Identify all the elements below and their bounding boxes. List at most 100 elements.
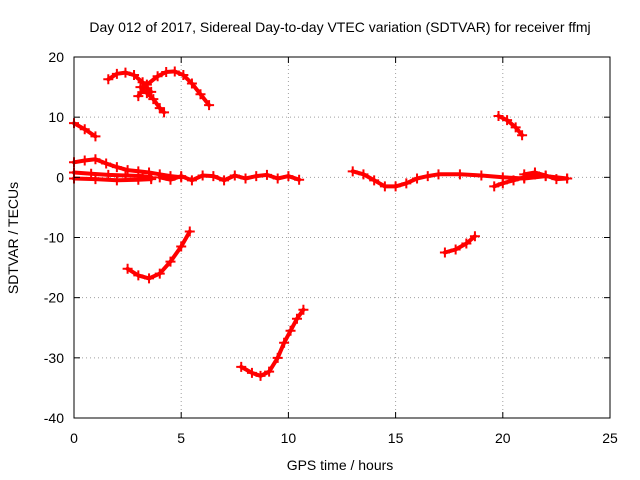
data-point <box>141 79 152 90</box>
data-point <box>562 173 573 184</box>
data-point <box>469 231 480 242</box>
data-point <box>439 247 450 258</box>
data-point <box>204 100 215 111</box>
data-point <box>240 173 251 184</box>
data-series <box>154 169 305 186</box>
data-point <box>176 241 187 252</box>
data-point <box>412 173 423 184</box>
data-point <box>433 169 444 180</box>
data-series <box>236 304 309 381</box>
chart-title: Day 012 of 2017, Sidereal Day-to-day VTE… <box>89 19 590 35</box>
data-point <box>390 181 401 192</box>
data-point <box>450 244 461 255</box>
data-point <box>133 91 144 102</box>
y-axis-label: SDTVAR / TECUs <box>5 182 21 294</box>
data-point <box>133 270 144 281</box>
data-point <box>497 178 508 189</box>
x-tick-label: 25 <box>602 430 618 446</box>
data-point <box>152 71 163 82</box>
grid <box>74 57 610 418</box>
data-point <box>298 304 309 315</box>
data-point <box>272 173 283 184</box>
data-point <box>79 155 90 166</box>
data-point <box>246 367 257 378</box>
data-series <box>122 226 195 284</box>
data-point <box>251 171 262 182</box>
y-tick-label: 10 <box>48 109 64 125</box>
data-point <box>101 158 112 169</box>
data-point <box>122 165 133 176</box>
axes: 0 5 10 15 20 25 -40 -30 -20 -10 0 10 20 <box>44 49 618 446</box>
data-point <box>79 124 90 135</box>
y-tick-label: -30 <box>44 350 64 366</box>
data-point <box>285 325 296 336</box>
data-point <box>186 175 197 186</box>
series-line <box>496 114 525 138</box>
y-tick-label: -10 <box>44 230 64 246</box>
x-axis-label: GPS time / hours <box>287 457 394 473</box>
data-point <box>229 170 240 181</box>
data-point <box>461 238 472 249</box>
data-point <box>401 178 412 189</box>
data-point <box>540 170 551 181</box>
data-point <box>90 154 101 165</box>
data-point <box>261 169 272 180</box>
data-point <box>186 78 197 89</box>
data-series <box>439 231 480 258</box>
data-point <box>154 172 165 183</box>
data-point <box>519 169 530 180</box>
data-point <box>517 130 528 141</box>
x-tick-label: 10 <box>281 430 297 446</box>
data-point <box>283 171 294 182</box>
data-point <box>219 175 230 186</box>
data-point <box>103 74 114 85</box>
y-tick-label: 0 <box>56 169 64 185</box>
x-tick-label: 0 <box>70 430 78 446</box>
data-series <box>133 66 215 111</box>
data-point <box>111 68 122 79</box>
data-point <box>111 175 122 186</box>
data-point <box>111 162 122 173</box>
data-point <box>358 169 369 180</box>
data-point <box>279 337 290 348</box>
data-point <box>159 107 170 118</box>
x-tick-label: 15 <box>388 430 404 446</box>
x-tick-label: 20 <box>495 430 511 446</box>
data-series <box>493 110 528 141</box>
data-point <box>236 361 247 372</box>
series-line <box>125 229 192 281</box>
data-series <box>69 173 157 186</box>
x-tick-label: 5 <box>177 430 185 446</box>
data-point <box>379 181 390 192</box>
data-point <box>208 171 219 182</box>
data-point <box>255 370 266 381</box>
series-layer <box>69 66 573 381</box>
data-point <box>272 352 283 363</box>
data-point <box>144 273 155 284</box>
data-point <box>476 170 487 181</box>
data-point <box>493 110 504 121</box>
data-point <box>197 170 208 181</box>
series-line <box>442 234 477 255</box>
data-point <box>347 166 358 177</box>
data-point <box>165 256 176 267</box>
data-point <box>165 174 176 185</box>
data-point <box>90 131 101 142</box>
data-point <box>551 174 562 185</box>
data-point <box>129 70 140 81</box>
data-point <box>133 174 144 185</box>
y-tick-label: -20 <box>44 290 64 306</box>
data-point <box>195 89 206 100</box>
data-point <box>264 366 275 377</box>
data-point <box>489 181 500 192</box>
data-point <box>294 174 305 185</box>
y-tick-label: -40 <box>44 410 64 426</box>
data-series <box>347 166 573 192</box>
data-point <box>291 313 302 324</box>
data-point <box>146 174 157 185</box>
data-point <box>161 67 172 78</box>
y-tick-label: 20 <box>48 49 64 65</box>
data-point <box>510 122 521 133</box>
data-point <box>141 88 152 99</box>
